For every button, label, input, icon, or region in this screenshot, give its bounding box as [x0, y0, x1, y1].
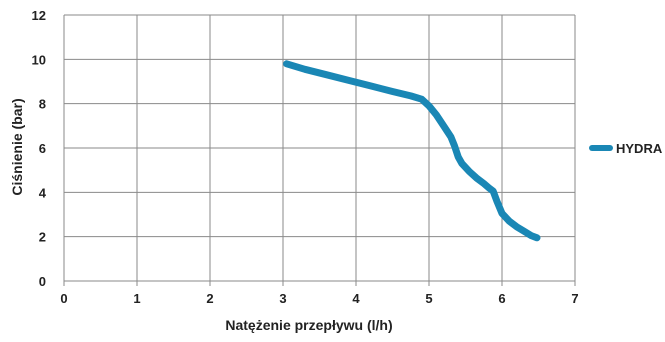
y-tick-label: 2 — [39, 230, 46, 245]
x-tick-label: 6 — [498, 291, 505, 306]
axes — [63, 15, 576, 286]
x-tick-label: 1 — [133, 291, 140, 306]
series — [283, 60, 541, 242]
y-tick-label: 0 — [39, 274, 46, 289]
y-axis-title: Ciśnienie (bar) — [9, 98, 25, 195]
series-line-hydra — [283, 60, 541, 242]
x-tick-label: 7 — [571, 291, 578, 306]
y-tick-label: 6 — [39, 141, 46, 156]
y-tick-label: 8 — [39, 97, 46, 112]
y-tick-label: 4 — [39, 185, 47, 200]
x-tick-label: 2 — [206, 291, 213, 306]
y-tick-label: 10 — [32, 52, 46, 67]
grid — [64, 14, 576, 281]
x-tick-label: 3 — [279, 291, 286, 306]
legend: HYDRA — [589, 141, 663, 156]
x-axis-title: Natężenie przepływu (l/h) — [225, 317, 392, 333]
y-tick-label: 12 — [32, 8, 46, 23]
legend-label-hydra: HYDRA — [616, 141, 663, 156]
x-tick-label: 0 — [60, 291, 67, 306]
x-tick-label: 4 — [352, 291, 360, 306]
x-tick-label: 5 — [425, 291, 432, 306]
